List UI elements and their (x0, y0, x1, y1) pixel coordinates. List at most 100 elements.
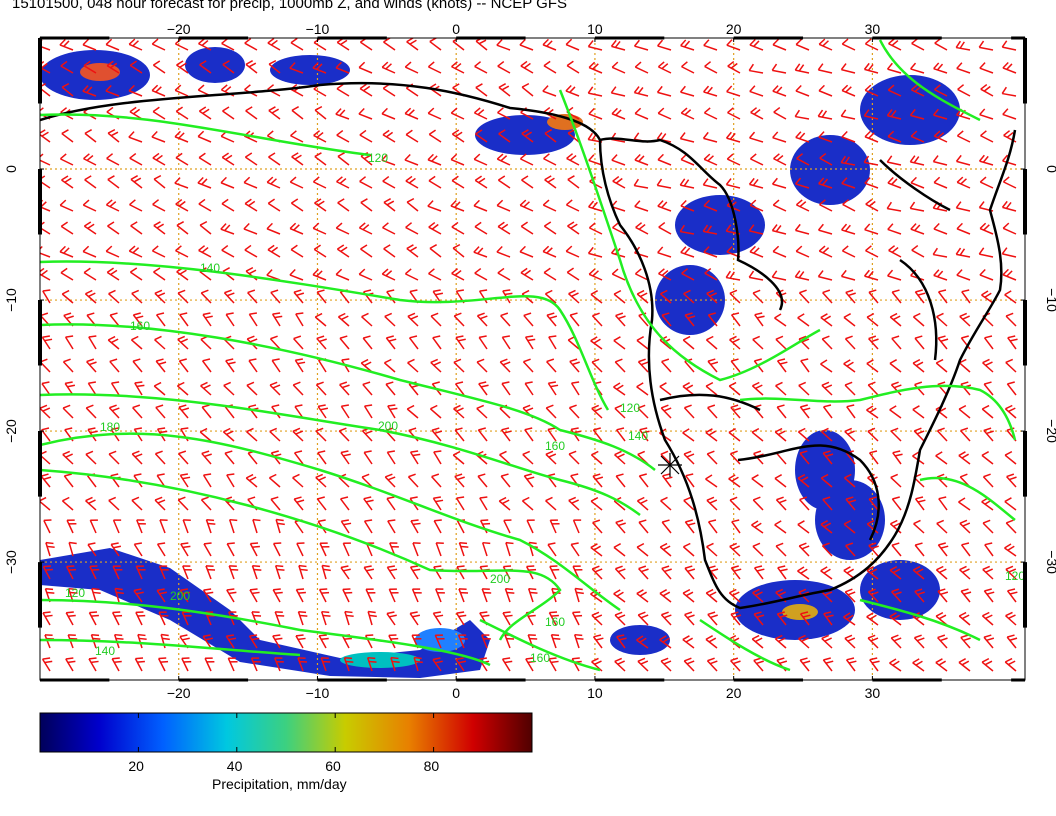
wind-barb (365, 588, 376, 603)
wind-barb (112, 565, 123, 580)
wind-barb (59, 39, 74, 51)
wind-barb (889, 519, 902, 534)
lat-tick-right: −30 (1044, 550, 1056, 574)
wind-barb (359, 129, 373, 143)
wind-barb (408, 335, 419, 350)
wind-barb (1001, 86, 1017, 97)
wind-barb (453, 404, 465, 419)
wind-barb (479, 496, 488, 511)
wind-barb (314, 198, 327, 212)
wind-barb (296, 542, 305, 557)
wind-barb (412, 542, 421, 557)
wind-barb (363, 565, 375, 580)
wind-barb (109, 312, 120, 327)
wind-barb (886, 201, 902, 212)
wind-barb (772, 199, 787, 212)
wind-barb (865, 245, 879, 258)
wind-barb (1004, 450, 1017, 465)
wind-barb (455, 335, 466, 350)
wind-barb (912, 565, 925, 580)
wind-barb (818, 131, 833, 143)
wind-barb (633, 178, 649, 189)
wind-barb (130, 175, 143, 189)
wind-barb (753, 404, 764, 419)
wind-barb (478, 289, 488, 304)
wind-barb (867, 588, 879, 603)
wind-barb (822, 657, 834, 672)
wind-barb (181, 611, 192, 626)
wind-barb (293, 289, 305, 304)
wind-barb (336, 129, 350, 143)
wind-barb (182, 565, 192, 580)
wind-barb (106, 153, 120, 166)
wind-barb (108, 404, 120, 419)
wind-barb (638, 565, 649, 580)
wind-barb (248, 312, 258, 327)
wind-barb (955, 247, 971, 258)
wind-barb (113, 633, 124, 649)
contour-label: 160 (530, 651, 550, 665)
wind-barb (198, 245, 212, 258)
wind-barb (751, 381, 764, 396)
wind-barb (587, 40, 603, 51)
wind-barb (867, 634, 879, 649)
wind-barb (59, 153, 74, 166)
wind-barb (636, 289, 649, 304)
lat-tick-left: −10 (3, 288, 19, 312)
wind-barb (291, 106, 304, 120)
wind-barb (386, 496, 396, 511)
wind-barb (637, 358, 649, 373)
wind-barb (413, 656, 423, 672)
wind-barb (292, 427, 304, 442)
wind-barb (683, 657, 695, 672)
wind-barb (821, 427, 833, 442)
wind-barb (543, 267, 557, 281)
wind-barb (481, 588, 492, 603)
wind-barb (772, 85, 787, 97)
wind-barb (960, 634, 971, 649)
wind-barb (248, 358, 258, 373)
wind-barb (384, 312, 396, 327)
wind-barb (592, 634, 604, 649)
wind-barb (290, 198, 304, 212)
contour-label: 160 (545, 615, 565, 629)
wind-barb (817, 223, 833, 235)
wind-barb (660, 404, 672, 419)
contour-label: 200 (490, 572, 510, 586)
wind-barb (519, 199, 534, 212)
wind-barb (983, 634, 995, 649)
wind-barb (405, 129, 419, 143)
wind-barb (68, 541, 77, 557)
wind-barb (450, 107, 465, 120)
wind-barb (407, 312, 419, 327)
wind-barb (244, 38, 258, 51)
wind-barb (107, 221, 120, 235)
wind-barb (983, 335, 994, 350)
wind-barb (61, 175, 74, 189)
wind-barb (679, 224, 695, 235)
wind-barb (129, 267, 143, 281)
wind-barb (982, 519, 994, 534)
wind-barb (386, 611, 397, 626)
wind-barb (86, 358, 97, 373)
wind-barb (888, 245, 902, 258)
wind-barb (542, 85, 557, 97)
wind-barb (41, 657, 53, 672)
wind-barb (336, 176, 350, 189)
wind-barb (155, 358, 167, 373)
wind-barb (568, 496, 580, 511)
wind-barb (660, 611, 672, 626)
wind-barb (935, 358, 948, 373)
wind-barb (682, 635, 695, 649)
wind-barb (821, 542, 833, 557)
wind-barb (87, 381, 97, 396)
wind-barb (520, 221, 534, 235)
wind-barb (753, 657, 764, 672)
colorbar-tick-label: 20 (128, 758, 144, 774)
wind-barb (266, 269, 281, 281)
wind-barb (799, 496, 810, 511)
wind-barb (205, 519, 216, 534)
wind-barb (245, 60, 258, 74)
wind-barb (933, 269, 948, 281)
